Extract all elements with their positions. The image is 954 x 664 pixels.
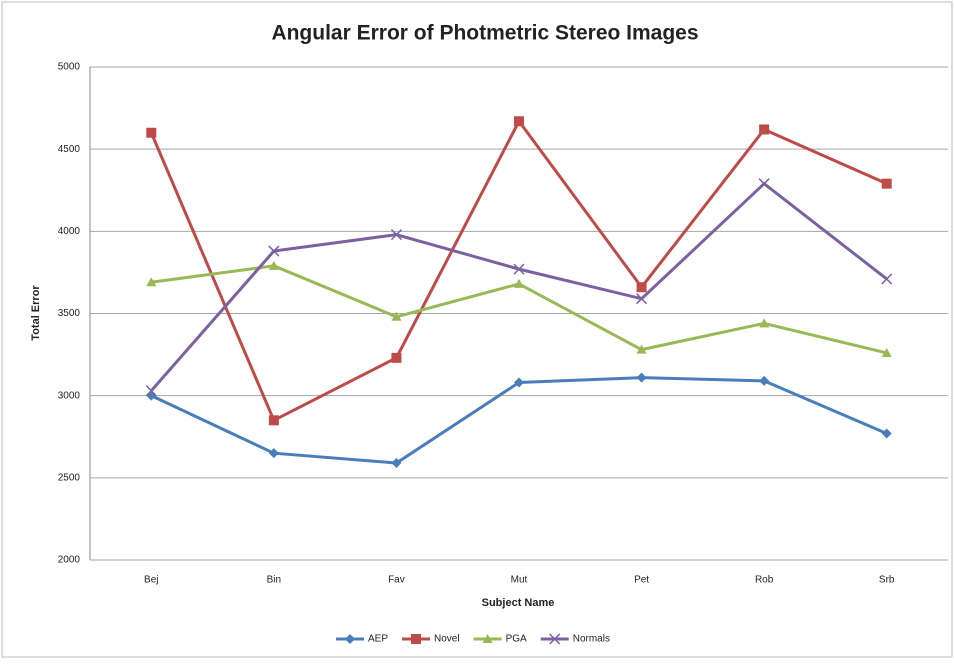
x-tick-label: Srb xyxy=(879,575,895,586)
marker xyxy=(145,385,157,397)
marker xyxy=(758,178,770,190)
marker xyxy=(146,127,157,138)
marker xyxy=(391,352,402,363)
marker xyxy=(268,448,279,459)
marker xyxy=(759,318,770,328)
marker xyxy=(881,178,892,189)
marker xyxy=(411,634,422,644)
marker xyxy=(636,372,647,383)
y-tick-label: 5000 xyxy=(58,62,81,73)
marker xyxy=(146,277,157,287)
legend-label: AEP xyxy=(368,634,388,645)
x-tick-label: Bin xyxy=(267,575,281,586)
x-tick-label: Pet xyxy=(634,575,649,586)
chart-title: Angular Error of Photmetric Stereo Image… xyxy=(271,22,698,45)
legend-label: Novel xyxy=(434,634,460,645)
x-tick-label: Mut xyxy=(511,575,528,586)
x-tick-label: Fav xyxy=(388,575,405,586)
marker xyxy=(391,311,402,321)
y-tick-label: 2000 xyxy=(58,555,81,566)
marker xyxy=(268,415,279,426)
marker xyxy=(391,458,402,469)
marker xyxy=(514,278,524,288)
marker xyxy=(881,428,892,439)
marker xyxy=(636,282,647,293)
x-axis-label: Subject Name xyxy=(482,597,555,609)
y-tick-label: 4500 xyxy=(58,144,81,155)
marker xyxy=(881,273,893,285)
marker xyxy=(514,377,524,388)
legend-label: Normals xyxy=(573,634,610,645)
marker xyxy=(345,634,355,644)
y-tick-label: 3000 xyxy=(58,390,81,401)
y-tick-label: 2500 xyxy=(58,472,81,483)
legend-label: PGA xyxy=(506,634,527,645)
marker xyxy=(482,634,493,643)
y-tick-label: 3500 xyxy=(58,308,81,319)
marker xyxy=(390,229,402,241)
marker xyxy=(881,347,892,357)
marker xyxy=(759,375,770,386)
marker xyxy=(636,344,647,354)
marker xyxy=(268,245,280,257)
marker xyxy=(549,633,561,645)
marker xyxy=(514,116,524,127)
marker xyxy=(759,124,770,135)
marker xyxy=(513,263,525,275)
x-tick-label: Bej xyxy=(144,575,158,586)
y-axis-label: Total Error xyxy=(30,285,42,341)
x-tick-label: Rob xyxy=(755,575,774,586)
marker xyxy=(268,260,279,270)
y-tick-label: 4000 xyxy=(58,226,81,237)
marker xyxy=(636,293,648,305)
